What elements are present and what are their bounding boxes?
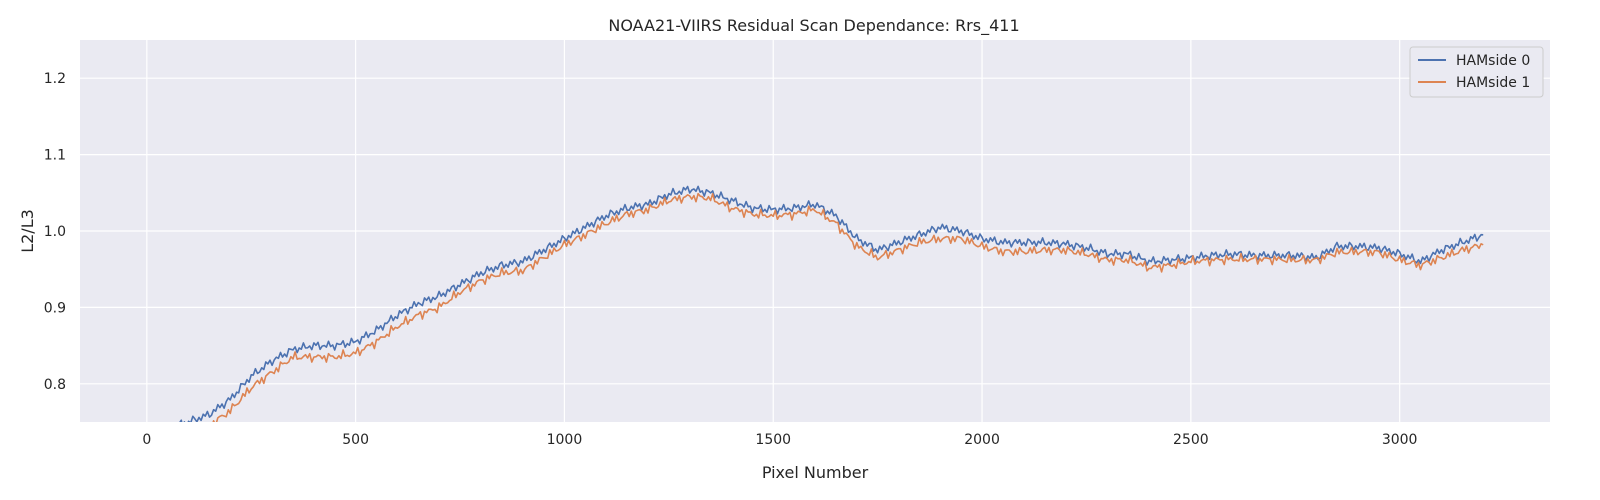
legend: HAMside 0 HAMside 1 [1409,46,1544,98]
grid [80,40,1550,422]
ticks: 0 500 1000 1500 2000 2500 3000 0.8 0.9 1.0 1.1 1.2 [44,71,1418,448]
legend-label: HAMside 1 [1456,75,1530,91]
x-tick-label: 2500 [1173,432,1209,448]
y-axis-label: L2/L3 [18,209,37,253]
legend-label: HAMside 0 [1456,53,1530,69]
x-tick-label: 1000 [547,432,583,448]
x-tick-label: 0 [142,432,151,448]
chart-title: NOAA21-VIIRS Residual Scan Dependance: R… [608,16,1019,36]
x-tick-label: 2000 [964,432,1000,448]
y-tick-label: 1.0 [44,224,66,240]
y-tick-label: 0.9 [44,300,66,316]
x-axis-label: Pixel Number [762,463,869,482]
series-line-hamside-0 [179,185,1484,422]
series-layer [179,185,1484,422]
y-tick-label: 1.1 [44,148,66,164]
y-tick-label: 0.8 [44,377,66,393]
x-tick-label: 3000 [1382,432,1418,448]
y-tick-label: 1.2 [44,71,66,87]
series-line-hamside-1 [212,192,1484,422]
x-tick-label: 1500 [755,432,791,448]
x-tick-label: 500 [342,432,369,448]
